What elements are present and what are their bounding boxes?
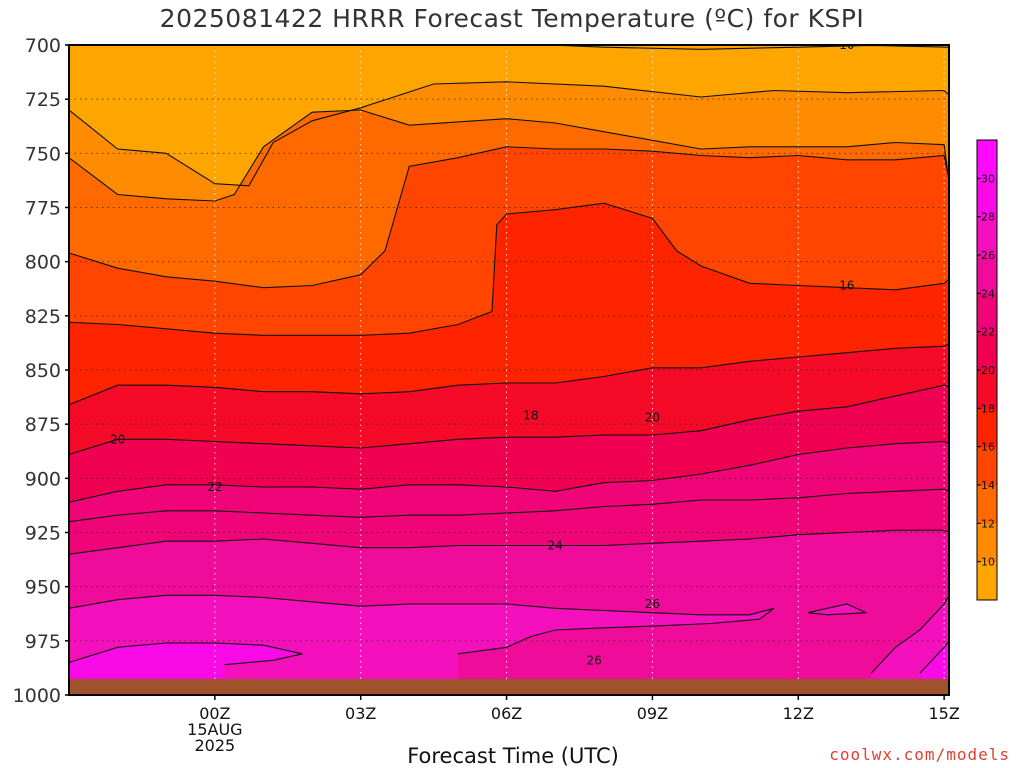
colorbar-segment-1 <box>977 523 997 563</box>
y-tick-label-725: 725 <box>25 89 61 111</box>
contour-line-26b <box>69 642 303 666</box>
ground-strip <box>69 679 949 695</box>
x-tick-label-15Z-0: 15Z <box>928 704 959 723</box>
colorbar-segment-11 <box>977 140 997 179</box>
chart-title: 2025081422 HRRR Forecast Temperature (ºC… <box>159 4 865 33</box>
colorbar-label-30: 30 <box>981 172 995 185</box>
colorbar-segment-2 <box>977 485 997 524</box>
colorbar-label-22: 22 <box>981 326 995 339</box>
contour-line-28 <box>919 640 949 674</box>
colorbar-segment-9 <box>977 216 997 256</box>
contour-line-24 <box>69 529 949 555</box>
colorbar-segment-0 <box>977 561 997 601</box>
colorbar-segment-7 <box>977 293 997 333</box>
contour-label-22: 22 <box>207 480 222 494</box>
x-tick-label-09Z-0: 09Z <box>637 704 668 723</box>
colorbar-segment-6 <box>977 331 997 371</box>
x-tick-label-00Z-2: 2025 <box>194 736 235 755</box>
colorbar-segment-8 <box>977 255 997 294</box>
colorbar-segment-10 <box>977 178 997 218</box>
colorbar-label-10: 10 <box>981 556 995 569</box>
contour-line-22b <box>69 488 949 523</box>
y-tick-label-775: 775 <box>25 198 61 220</box>
x-tick-label-06Z-0: 06Z <box>491 704 522 723</box>
y-tick-label-900: 900 <box>25 468 61 490</box>
contour-label-26: 26 <box>645 597 660 611</box>
colorbar-label-14: 14 <box>981 479 995 492</box>
y-tick-label-850: 850 <box>25 360 61 382</box>
contour-line-20b <box>69 384 949 456</box>
contour-line-26 <box>69 594 775 655</box>
y-tick-label-700: 700 <box>25 35 61 57</box>
x-tick-label-00Z-0: 00Z <box>199 704 230 723</box>
colorbar-label-18: 18 <box>981 402 995 415</box>
y-tick-label-950: 950 <box>25 577 61 599</box>
colorbar-label-16: 16 <box>981 441 995 454</box>
colorbar-segment-3 <box>977 446 997 486</box>
x-tick-label-03Z-0: 03Z <box>345 704 376 723</box>
contour-line-12 <box>69 81 949 187</box>
colorbar-label-28: 28 <box>981 211 995 224</box>
y-tick-label-875: 875 <box>25 414 61 436</box>
contour-label-18: 18 <box>523 409 538 423</box>
contour-label-20b: 20 <box>110 432 125 446</box>
contour-line-22 <box>69 440 949 503</box>
x-tick-label-12Z-0: 12Z <box>783 704 814 723</box>
y-tick-label-975: 975 <box>25 631 61 653</box>
y-tick-label-750: 750 <box>25 143 61 165</box>
contour-line-20 <box>69 343 949 406</box>
contour-line-26c <box>807 603 867 616</box>
colorbar-segment-4 <box>977 408 997 448</box>
contour-label-10: 10 <box>839 38 854 52</box>
colorbar-label-24: 24 <box>981 287 995 300</box>
band-26 <box>69 595 774 695</box>
y-tick-label-825: 825 <box>25 306 61 328</box>
contour-label-26b: 26 <box>586 653 601 667</box>
contour-label-20: 20 <box>645 411 660 425</box>
credit-text: coolwx.com/models <box>829 745 1010 764</box>
contour-line-18 <box>69 202 949 336</box>
x-axis-label: Forecast Time (UTC) <box>407 744 619 768</box>
contour-line-16 <box>69 146 949 289</box>
y-tick-label-1000: 1000 <box>13 685 61 707</box>
contour-label-16: 16 <box>839 279 854 293</box>
colorbar-label-26: 26 <box>981 249 995 262</box>
contour-fills: 10 16 18 20 20 22 24 26 26 <box>69 38 949 695</box>
contour-label-24: 24 <box>548 539 563 553</box>
y-tick-label-800: 800 <box>25 252 61 274</box>
colorbar-label-12: 12 <box>981 517 995 530</box>
colorbar-segment-5 <box>977 370 997 409</box>
contour-line-26d <box>870 595 949 674</box>
contour-line-14 <box>69 109 949 202</box>
y-tick-label-925: 925 <box>25 523 61 545</box>
x-tick-label-00Z-1: 15AUG <box>187 720 242 739</box>
colorbar-label-20: 20 <box>981 364 995 377</box>
